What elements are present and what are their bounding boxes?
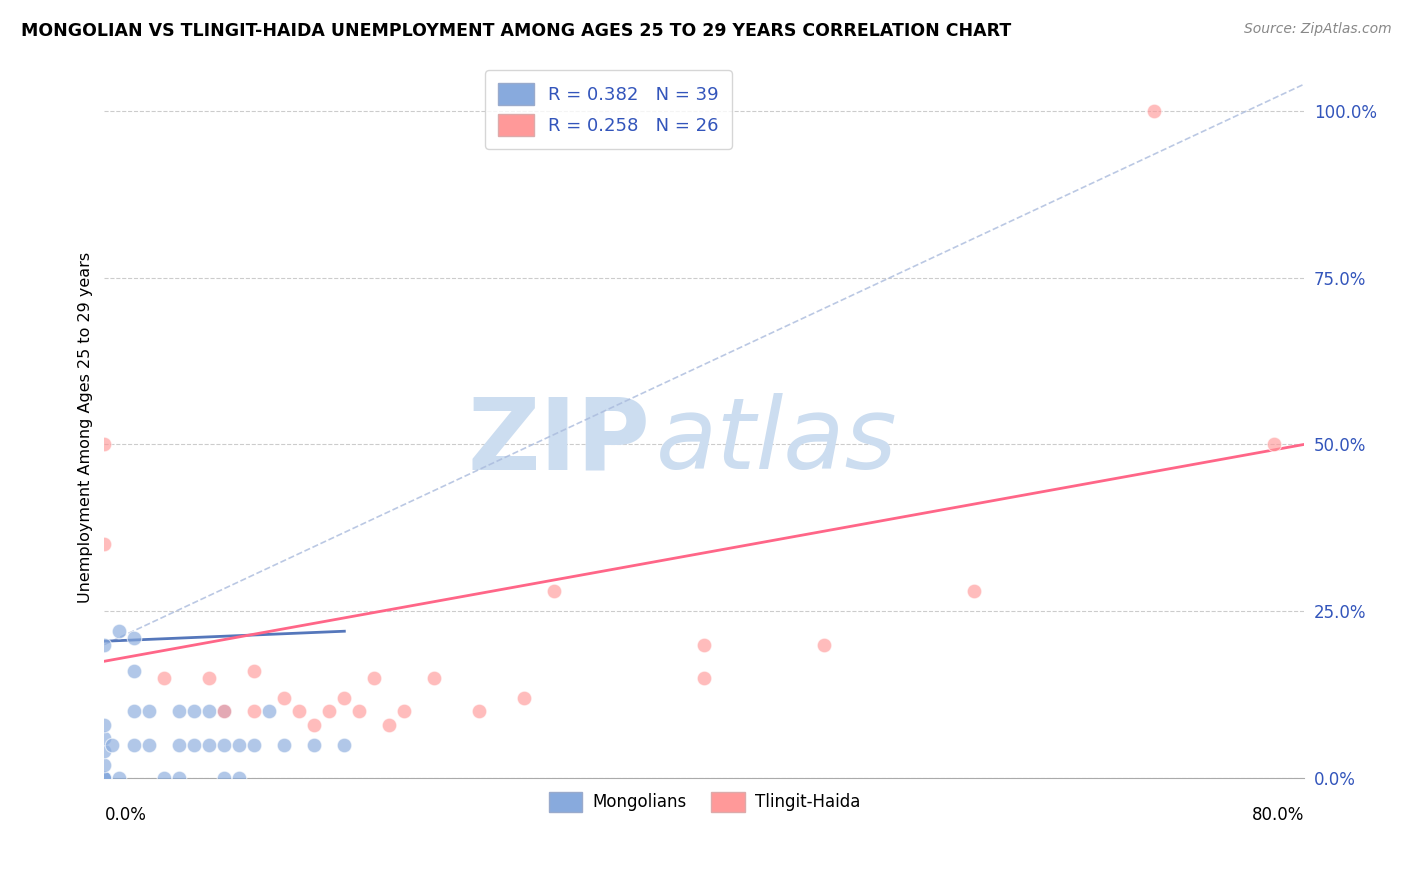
Point <box>1143 103 1166 118</box>
Text: 80.0%: 80.0% <box>1251 806 1305 824</box>
Point <box>93 771 115 785</box>
Point <box>153 771 176 785</box>
Point <box>124 738 146 752</box>
Point <box>378 717 401 731</box>
Text: MONGOLIAN VS TLINGIT-HAIDA UNEMPLOYMENT AMONG AGES 25 TO 29 YEARS CORRELATION CH: MONGOLIAN VS TLINGIT-HAIDA UNEMPLOYMENT … <box>21 22 1011 40</box>
Point <box>214 704 236 718</box>
Point <box>93 744 115 758</box>
Point <box>183 738 205 752</box>
Point <box>169 738 191 752</box>
Point <box>318 704 340 718</box>
Point <box>138 738 160 752</box>
Point <box>124 704 146 718</box>
Point <box>243 704 266 718</box>
Point <box>693 638 716 652</box>
Point <box>108 624 131 639</box>
Point <box>138 704 160 718</box>
Point <box>214 738 236 752</box>
Point <box>243 665 266 679</box>
Point <box>93 771 115 785</box>
Point <box>349 704 371 718</box>
Point <box>273 690 295 705</box>
Point <box>228 738 250 752</box>
Y-axis label: Unemployment Among Ages 25 to 29 years: Unemployment Among Ages 25 to 29 years <box>79 252 93 603</box>
Point <box>93 757 115 772</box>
Point <box>198 704 221 718</box>
Point <box>93 771 115 785</box>
Point <box>333 738 356 752</box>
Point <box>214 771 236 785</box>
Point <box>169 704 191 718</box>
Point <box>93 537 115 551</box>
Point <box>93 771 115 785</box>
Point <box>228 771 250 785</box>
Point <box>813 638 835 652</box>
Point <box>273 738 295 752</box>
Point <box>108 771 131 785</box>
Text: Source: ZipAtlas.com: Source: ZipAtlas.com <box>1244 22 1392 37</box>
Point <box>198 671 221 685</box>
Point <box>963 584 986 599</box>
Point <box>93 437 115 451</box>
Point <box>693 671 716 685</box>
Text: atlas: atlas <box>657 393 898 491</box>
Point <box>93 771 115 785</box>
Point <box>333 690 356 705</box>
Point <box>93 638 115 652</box>
Point <box>394 704 416 718</box>
Point <box>93 717 115 731</box>
Text: 0.0%: 0.0% <box>104 806 146 824</box>
Point <box>1263 437 1285 451</box>
Point <box>513 690 536 705</box>
Point <box>288 704 311 718</box>
Point <box>93 771 115 785</box>
Point <box>153 671 176 685</box>
Point <box>468 704 491 718</box>
Point <box>543 584 565 599</box>
Point <box>304 738 326 752</box>
Point <box>214 704 236 718</box>
Point <box>183 704 205 718</box>
Text: ZIP: ZIP <box>467 393 651 491</box>
Point <box>124 631 146 645</box>
Point <box>304 717 326 731</box>
Point <box>101 738 124 752</box>
Point <box>169 771 191 785</box>
Legend: Mongolians, Tlingit-Haida: Mongolians, Tlingit-Haida <box>541 785 866 819</box>
Point <box>198 738 221 752</box>
Point <box>423 671 446 685</box>
Point <box>259 704 281 718</box>
Point <box>363 671 385 685</box>
Point <box>243 738 266 752</box>
Point <box>93 731 115 745</box>
Point <box>124 665 146 679</box>
Point <box>93 771 115 785</box>
